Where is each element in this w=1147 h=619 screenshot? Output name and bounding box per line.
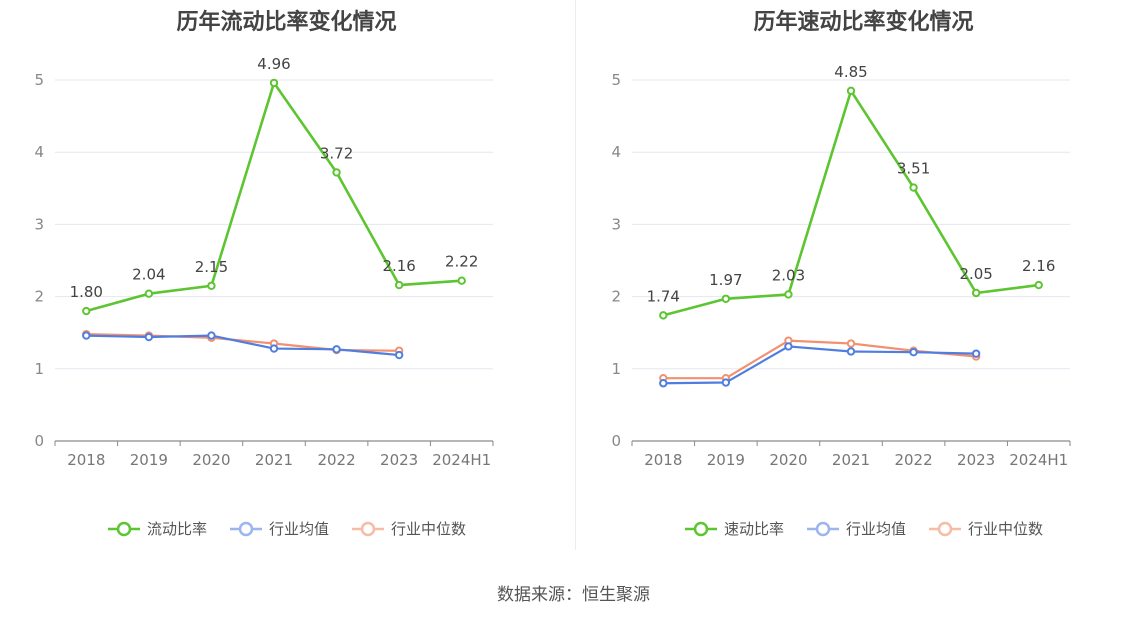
- y-tick-label: 1: [34, 360, 44, 378]
- data-label: 3.72: [320, 144, 353, 162]
- data-point: [207, 331, 216, 340]
- data-point: [909, 347, 918, 357]
- y-tick-label: 1: [611, 360, 621, 378]
- data-label: 2.22: [445, 253, 478, 271]
- legend-item-quick-ratio[interactable]: 速动比率: [684, 518, 784, 539]
- data-point: [144, 289, 154, 298]
- chart-title: 历年速动比率变化情况: [753, 10, 974, 35]
- y-tick-label: 5: [611, 71, 621, 89]
- x-tick-label: 2024H1: [432, 451, 491, 469]
- legend-item-current-ratio[interactable]: 流动比率: [107, 518, 207, 539]
- x-tick-label: 2021: [255, 451, 293, 469]
- legend-item-industry-median[interactable]: 行业中位数: [351, 518, 466, 539]
- x-tick-label: 2024H1: [1009, 451, 1068, 469]
- data-label: 2.05: [959, 265, 992, 283]
- legend: 速动比率 行业均值 行业中位数: [577, 518, 1147, 539]
- data-label: 2.03: [772, 266, 805, 284]
- legend-label: 行业中位数: [391, 520, 467, 538]
- data-point: [721, 378, 731, 387]
- x-tick-label: 2023: [380, 451, 418, 469]
- current-ratio-chart: 历年流动比率变化情况 0 1 2 3 4 5 2018 2019 2020 2021 2022 202…: [0, 0, 573, 560]
- data-point: [207, 281, 216, 290]
- data-point: [846, 86, 856, 96]
- data-label: 2.16: [1022, 257, 1055, 275]
- x-tick-label: 2021: [832, 451, 870, 469]
- x-tick-label: 2023: [957, 451, 995, 469]
- data-point: [269, 78, 279, 88]
- legend-item-industry-median[interactable]: 行业中位数: [928, 518, 1043, 539]
- legend-label: 速动比率: [723, 520, 784, 538]
- data-point: [394, 350, 404, 360]
- x-tick-label: 2018: [644, 451, 682, 469]
- legend-line-circle-icon: [107, 521, 140, 536]
- y-tick-label: 2: [611, 288, 621, 306]
- legend-line-circle-icon: [229, 521, 262, 536]
- data-source-note: 数据来源：恒生聚源: [497, 585, 650, 605]
- quick-ratio-chart: 历年速动比率变化情况 0 1 2 3 4 5 2018 2019 2020 2021 2022 202…: [577, 0, 1147, 560]
- y-tick-label: 0: [34, 432, 44, 450]
- x-tick-label: 2022: [317, 451, 355, 469]
- y-tick-label: 2: [34, 288, 44, 306]
- data-point: [457, 276, 466, 285]
- panel-divider: [575, 0, 576, 550]
- quick-ratio-plot: 0 1 2 3 4 5 2018 2019 2020 2021 2022 2023 2024H1 1.74…: [611, 63, 1071, 469]
- data-point: [846, 347, 856, 356]
- series-line: [86, 334, 400, 357]
- legend-label: 行业中位数: [968, 520, 1044, 538]
- data-point: [82, 306, 91, 316]
- data-point: [659, 311, 668, 320]
- data-point: [721, 294, 731, 303]
- data-label: 3.51: [897, 160, 930, 178]
- x-tick-label: 2020: [192, 451, 230, 469]
- y-tick-label: 3: [34, 215, 44, 233]
- x-tick-label: 2018: [67, 451, 105, 469]
- data-point: [784, 342, 793, 351]
- legend-label: 流动比率: [146, 520, 207, 538]
- series-line: [663, 345, 977, 385]
- data-label: 1.74: [647, 287, 680, 305]
- data-point: [784, 290, 793, 299]
- legend-line-circle-icon: [684, 521, 717, 536]
- data-point: [971, 288, 981, 298]
- data-point: [332, 168, 341, 177]
- legend-label: 行业均值: [268, 520, 329, 538]
- data-point: [144, 332, 154, 342]
- data-point: [269, 344, 279, 353]
- legend-item-industry-average[interactable]: 行业均值: [229, 518, 329, 539]
- x-tick-label: 2020: [769, 451, 807, 469]
- y-tick-label: 5: [34, 71, 44, 89]
- legend: 流动比率 行业均值 行业中位数: [0, 518, 573, 539]
- y-tick-label: 3: [611, 215, 621, 233]
- data-point: [1034, 280, 1043, 290]
- y-tick-label: 0: [611, 432, 621, 450]
- series-line: [663, 339, 977, 380]
- legend-label: 行业均值: [845, 520, 906, 538]
- legend-line-circle-icon: [352, 521, 384, 536]
- data-label: 2.15: [195, 258, 228, 276]
- data-label: 4.85: [834, 63, 867, 81]
- data-point: [82, 331, 91, 340]
- data-point: [971, 349, 981, 358]
- legend-line-circle-icon: [806, 521, 839, 536]
- current-ratio-plot: 0 1 2 3 4 5 2018 2019 2020 2021 2022 2023 2024H1 1.80…: [34, 55, 494, 469]
- x-tick-label: 2022: [894, 451, 932, 469]
- y-tick-label: 4: [611, 143, 621, 161]
- legend-item-industry-average[interactable]: 行业均值: [806, 518, 906, 539]
- x-tick-label: 2019: [130, 451, 168, 469]
- data-point: [332, 345, 341, 354]
- data-label: 2.16: [382, 257, 415, 275]
- data-point: [394, 280, 404, 290]
- chart-title: 历年流动比率变化情况: [176, 10, 397, 35]
- data-point: [659, 379, 668, 388]
- data-point: [909, 183, 918, 192]
- data-point: [846, 339, 856, 348]
- data-label: 2.04: [132, 266, 165, 284]
- y-tick-label: 4: [34, 143, 44, 161]
- data-label: 4.96: [257, 55, 290, 73]
- x-tick-label: 2019: [707, 451, 745, 469]
- data-label: 1.97: [709, 271, 742, 289]
- data-label: 1.80: [70, 283, 103, 301]
- legend-line-circle-icon: [929, 521, 961, 536]
